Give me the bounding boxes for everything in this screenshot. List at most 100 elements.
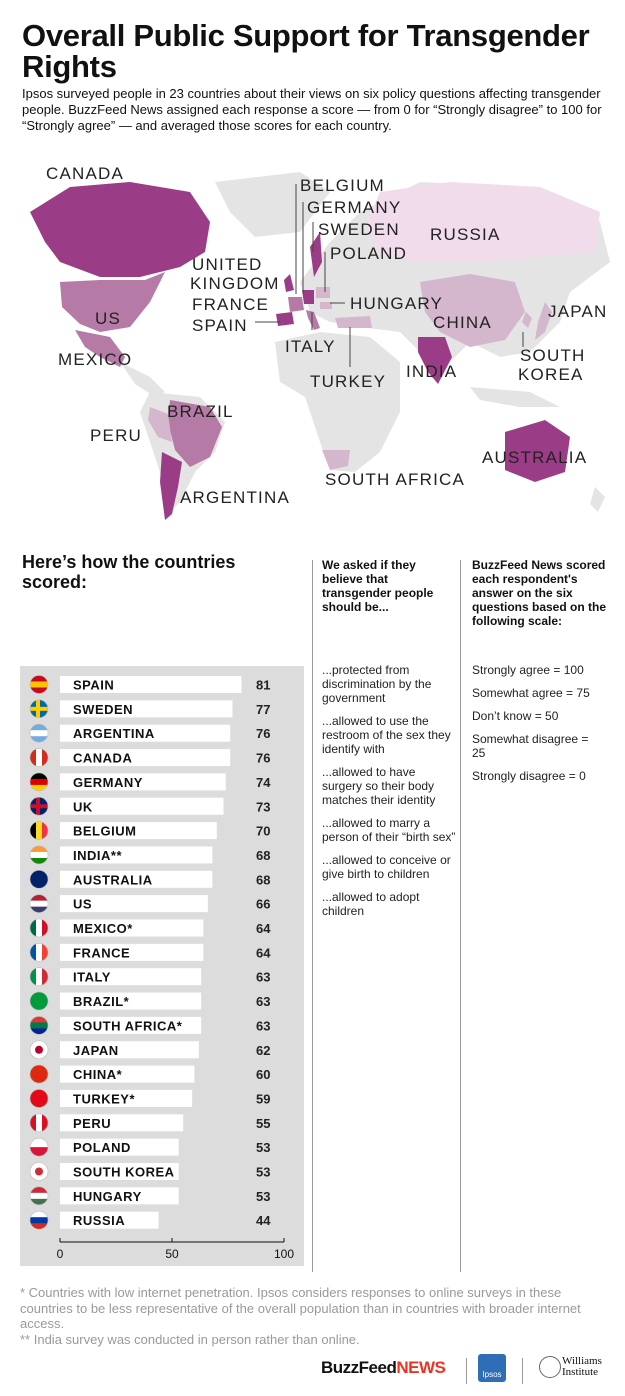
map-china xyxy=(420,274,525,347)
bar-argentina xyxy=(60,724,231,742)
china-flag-icon xyxy=(29,1064,49,1084)
map-canada xyxy=(30,182,210,277)
map-uk xyxy=(284,274,294,292)
bar-france xyxy=(60,943,204,961)
bar-label: POLAND xyxy=(73,1140,131,1155)
scale-item: Strongly disagree = 0 xyxy=(472,769,586,783)
bar-chart: SPAIN 81 SWEDEN 77 ARGENTINA 76 CANADA 76 GERMAN… xyxy=(29,675,294,1261)
ipsos-logo: Ipsos xyxy=(478,1354,506,1382)
question-item: ...allowed to marry a person of their “b… xyxy=(322,816,456,844)
bar-label: RUSSIA xyxy=(73,1213,125,1228)
map-label-argentina: ARGENTINA xyxy=(180,488,290,507)
bar-value: 77 xyxy=(256,702,270,717)
map-label-sweden: SWEDEN xyxy=(318,220,400,239)
bar-hungary xyxy=(60,1187,179,1205)
bar-china xyxy=(60,1065,195,1083)
scale-item: Somewhat disagree = 25 xyxy=(472,732,589,760)
turkey-flag-icon xyxy=(29,1089,49,1108)
bar-germany xyxy=(60,773,226,791)
bar-spain xyxy=(60,676,242,693)
bar-label: MEXICO* xyxy=(73,921,133,936)
map-south-africa xyxy=(322,450,350,470)
question-item: ...allowed to adopt children xyxy=(322,890,420,918)
buzzfeed-wordmark: BuzzFeed xyxy=(321,1358,397,1377)
belgium-flag-icon xyxy=(29,821,49,840)
map-label-france: FRANCE xyxy=(192,295,270,314)
bar-label: PERU xyxy=(73,1116,111,1131)
map-label-australia: AUSTRALIA xyxy=(482,448,588,467)
map-peru xyxy=(148,407,172,442)
bar-label: INDIA** xyxy=(73,848,122,863)
map-japan xyxy=(535,302,552,340)
williams-wordmark: Williams xyxy=(562,1355,602,1367)
map-label-south: SOUTH xyxy=(520,346,586,365)
bar-value: 62 xyxy=(256,1043,270,1058)
map-label-us: US xyxy=(95,309,122,328)
bar-south-africa xyxy=(60,1016,202,1034)
institute-wordmark: Institute xyxy=(562,1366,599,1378)
map-australia xyxy=(505,420,570,482)
page-title: Overall Public Support for Transgender R… xyxy=(22,18,590,84)
bar-uk xyxy=(60,797,224,815)
germany-flag-icon xyxy=(29,772,49,792)
scale-list: Strongly agree = 100 Somewhat agree = 75… xyxy=(472,663,597,792)
mexico-flag-icon xyxy=(29,918,49,938)
bar-label: HUNGARY xyxy=(73,1189,142,1204)
bar-value: 66 xyxy=(256,897,270,912)
spain-flag-icon xyxy=(29,675,49,694)
map-label-south-africa: SOUTH AFRICA xyxy=(325,470,466,489)
news-wordmark: NEWS xyxy=(396,1358,446,1377)
bar-value: 63 xyxy=(256,970,270,985)
map-korea xyxy=(522,312,532,328)
bar-value: 76 xyxy=(256,726,270,741)
map-us xyxy=(60,272,165,332)
x-tick-label: 50 xyxy=(165,1247,179,1261)
ipsos-wordmark: Ipsos xyxy=(482,1370,502,1379)
bar-label: UK xyxy=(73,799,93,814)
map-label-korea: KOREA xyxy=(518,365,584,384)
scale-heading: BuzzFeed News scored each respondent's a… xyxy=(472,558,607,628)
map-italy xyxy=(306,310,320,330)
map-nz-base xyxy=(590,487,605,512)
map-brazil xyxy=(168,400,222,467)
scale-item: Somewhat agree = 75 xyxy=(472,686,590,700)
map-label-brazil: BRAZIL xyxy=(167,402,234,421)
williams-institute-seal-icon xyxy=(539,1356,561,1378)
italy-flag-icon xyxy=(29,967,49,987)
bar-value: 44 xyxy=(256,1213,271,1228)
footnote-low-internet: * Countries with low internet penetratio… xyxy=(20,1285,581,1331)
japan-flag-icon xyxy=(29,1040,49,1060)
map-mexico xyxy=(75,330,125,367)
question-item: ...allowed to conceive or give birth to … xyxy=(322,853,451,881)
footnote-india: ** India survey was conducted in person … xyxy=(20,1331,360,1347)
uk-flag-icon xyxy=(29,796,49,816)
map-france xyxy=(288,297,304,312)
bar-australia xyxy=(60,870,213,888)
bar-label: BRAZIL* xyxy=(73,994,130,1009)
map-label-mexico: MEXICO xyxy=(58,350,133,369)
bar-label: SOUTH KOREA xyxy=(73,1165,175,1180)
x-tick-label: 100 xyxy=(274,1247,294,1261)
map-label-hungary: HUNGARY xyxy=(350,294,444,313)
question-item: ...allowed to have surgery so their body… xyxy=(322,765,436,807)
bar-india xyxy=(60,846,213,864)
bar-value: 53 xyxy=(256,1165,270,1180)
map-label-poland: POLAND xyxy=(330,244,408,263)
bar-label: AUSTRALIA xyxy=(73,872,153,887)
australia-flag-icon xyxy=(29,870,49,889)
bar-label: SWEDEN xyxy=(73,702,133,717)
bar-canada xyxy=(60,749,231,767)
bar-value: 59 xyxy=(256,1091,270,1106)
bar-value: 64 xyxy=(256,921,271,936)
bar-label: GERMANY xyxy=(73,775,143,790)
bar-label: JAPAN xyxy=(73,1043,119,1058)
bar-japan xyxy=(60,1041,199,1059)
bar-label: CANADA xyxy=(73,751,132,766)
bar-brazil xyxy=(60,992,202,1010)
bar-label: SPAIN xyxy=(73,678,114,693)
bar-value: 55 xyxy=(256,1116,270,1131)
world-map-svg xyxy=(30,172,610,520)
questions-heading: We asked if they believe that transgende… xyxy=(322,558,434,614)
logo-separator xyxy=(466,1358,467,1384)
scale-item: Strongly agree = 100 xyxy=(472,663,584,677)
